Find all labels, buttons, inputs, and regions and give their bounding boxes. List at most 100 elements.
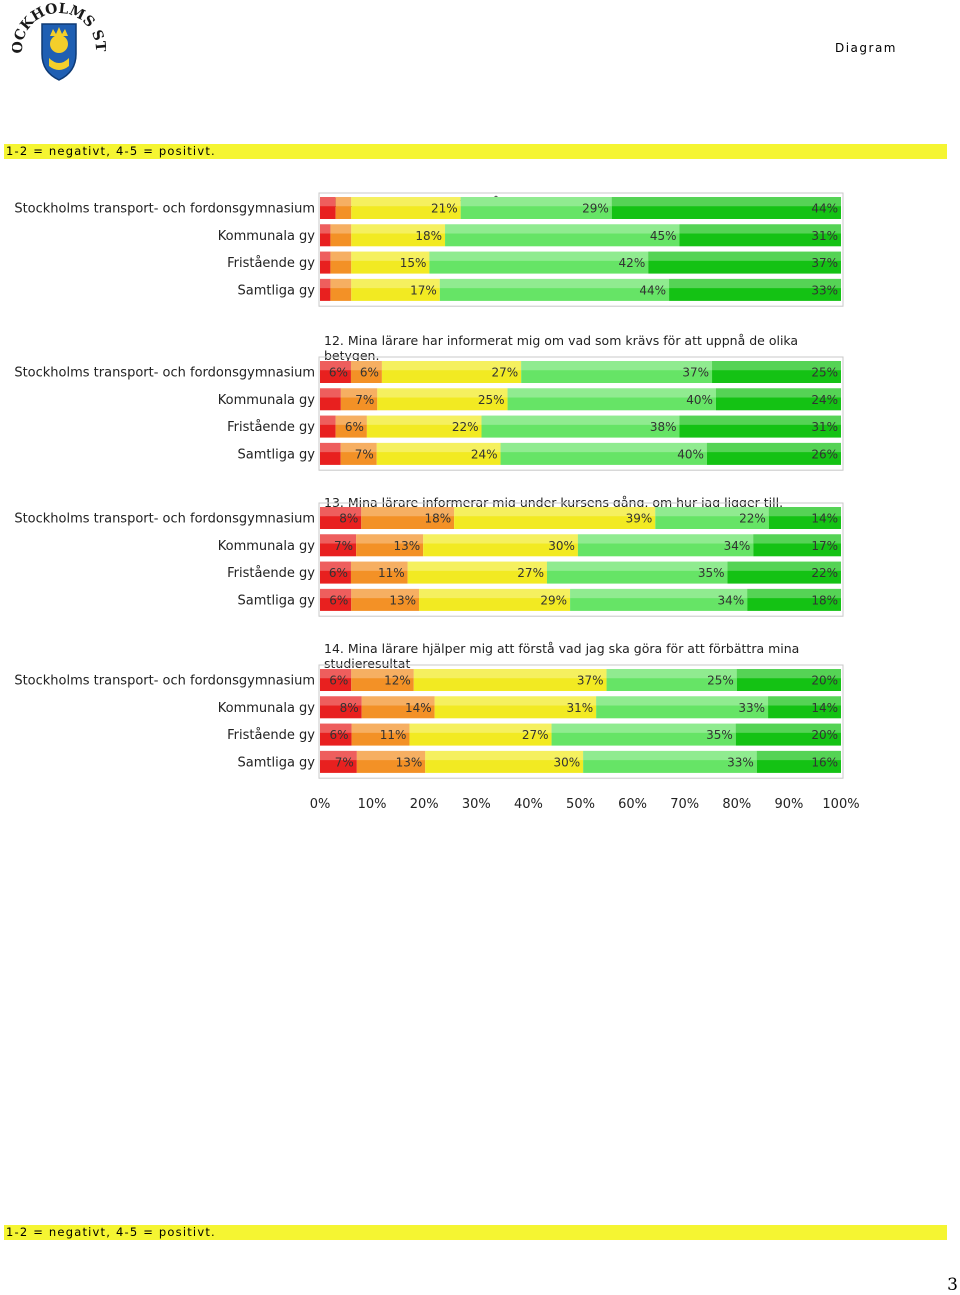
bar-segment-highlight — [735, 723, 841, 733]
bar-segment-highlight — [413, 669, 607, 679]
bar-segment — [445, 224, 680, 247]
category-label: Fristående gy — [227, 256, 315, 271]
bar-segment — [583, 750, 757, 773]
data-label: 40% — [686, 393, 713, 407]
data-label: 13% — [396, 755, 423, 769]
bar-segment — [507, 388, 716, 411]
bar-segment — [768, 696, 841, 719]
bar-segment-highlight — [320, 278, 331, 289]
data-label: 16% — [811, 755, 838, 769]
data-label: 33% — [811, 283, 838, 297]
bar-segment-highlight — [350, 361, 382, 371]
bar-segment-highlight — [356, 750, 426, 761]
bar-segment — [521, 361, 713, 383]
bar-segment-highlight — [434, 696, 597, 706]
bar-segment — [577, 534, 754, 557]
bar-segment-highlight — [320, 415, 336, 425]
data-label: 7% — [334, 539, 353, 553]
bar-segment — [669, 278, 841, 301]
data-label: 25% — [811, 366, 838, 380]
panel-frame — [318, 502, 844, 617]
data-label: 22% — [739, 512, 766, 526]
data-label: 13% — [393, 539, 420, 553]
bar-segment — [418, 588, 571, 611]
panel-frame — [318, 356, 844, 471]
bar-segment-highlight — [596, 696, 769, 706]
bar-segment — [768, 507, 841, 529]
bar-segment-highlight — [753, 534, 841, 544]
data-label: 30% — [548, 539, 575, 553]
bar-segment-highlight — [320, 388, 341, 398]
bar-segment — [376, 442, 501, 465]
data-label: 30% — [553, 755, 580, 769]
data-label: 29% — [582, 202, 609, 216]
data-label: 34% — [724, 539, 751, 553]
bar-segment — [500, 442, 707, 465]
x-tick-label: 0% — [310, 797, 331, 812]
bar-segment-highlight — [418, 588, 571, 599]
bar-segment-highlight — [366, 415, 482, 425]
data-label: 6% — [330, 728, 349, 742]
bar-segment — [320, 696, 362, 719]
category-label: Kommunala gy — [218, 393, 316, 408]
bar-segment-highlight — [320, 442, 341, 453]
bar-segment-highlight — [546, 561, 728, 571]
bar-segment — [335, 197, 352, 219]
data-label: 22% — [452, 420, 479, 434]
bar-segment — [351, 723, 410, 746]
data-label: 31% — [811, 420, 838, 434]
x-tick-label: 80% — [722, 797, 751, 812]
data-label: 31% — [811, 229, 838, 243]
bar-segment-highlight — [460, 197, 612, 207]
data-label: 33% — [738, 701, 765, 715]
bar-segment-highlight — [320, 750, 357, 761]
bar-segment — [350, 561, 408, 584]
data-label: 6% — [345, 420, 364, 434]
bar-segment — [570, 588, 748, 611]
bar-segment-highlight — [570, 588, 748, 599]
bar-segment-highlight — [320, 534, 357, 544]
category-label: Kommunala gy — [218, 701, 316, 716]
data-label: 34% — [718, 593, 745, 607]
bar-segment — [715, 388, 841, 411]
bar-segment-highlight — [706, 442, 841, 453]
bar-segment — [330, 251, 352, 274]
bar-segment — [320, 669, 352, 691]
bar-segment-highlight — [423, 534, 578, 544]
bar-segment — [546, 561, 728, 584]
bar-segment-highlight — [715, 388, 841, 398]
header-title: Diagram — [834, 41, 897, 55]
bar-segment — [351, 588, 419, 611]
data-label: 11% — [378, 566, 405, 580]
data-label: 15% — [400, 256, 427, 270]
bar-segment — [407, 561, 547, 584]
data-label: 38% — [650, 420, 677, 434]
bar-segment — [320, 723, 352, 746]
bar-segment-highlight — [320, 361, 351, 371]
legend-note-bottom: 1-2 = negativt, 4-5 = positivt. — [4, 1225, 947, 1240]
bar-segment-highlight — [320, 224, 331, 234]
data-label: 8% — [339, 512, 358, 526]
bar-segment-highlight — [768, 507, 841, 517]
bar-segment-highlight — [335, 415, 367, 425]
x-tick-label: 90% — [774, 797, 803, 812]
category-label: Stockholms transport- och fordonsgymnasi… — [14, 512, 315, 527]
bar-segment — [377, 388, 508, 411]
bar-segment-highlight — [330, 278, 352, 289]
bar-segment-highlight — [351, 251, 430, 261]
x-tick-label: 70% — [670, 797, 699, 812]
bar-segment — [351, 669, 414, 691]
bar-segment-highlight — [320, 669, 352, 679]
bar-segment — [320, 278, 331, 301]
data-label: 6% — [329, 593, 348, 607]
bar-segment — [429, 251, 649, 274]
bar-segment — [320, 388, 341, 411]
bar-segment-highlight — [351, 588, 419, 599]
bar-segment-highlight — [407, 561, 547, 571]
x-tick-label: 20% — [410, 797, 439, 812]
data-label: 27% — [492, 366, 519, 380]
bar-segment-highlight — [655, 507, 769, 517]
bar-segment-highlight — [335, 197, 352, 207]
data-label: 11% — [380, 728, 407, 742]
bar-segment — [409, 723, 552, 746]
